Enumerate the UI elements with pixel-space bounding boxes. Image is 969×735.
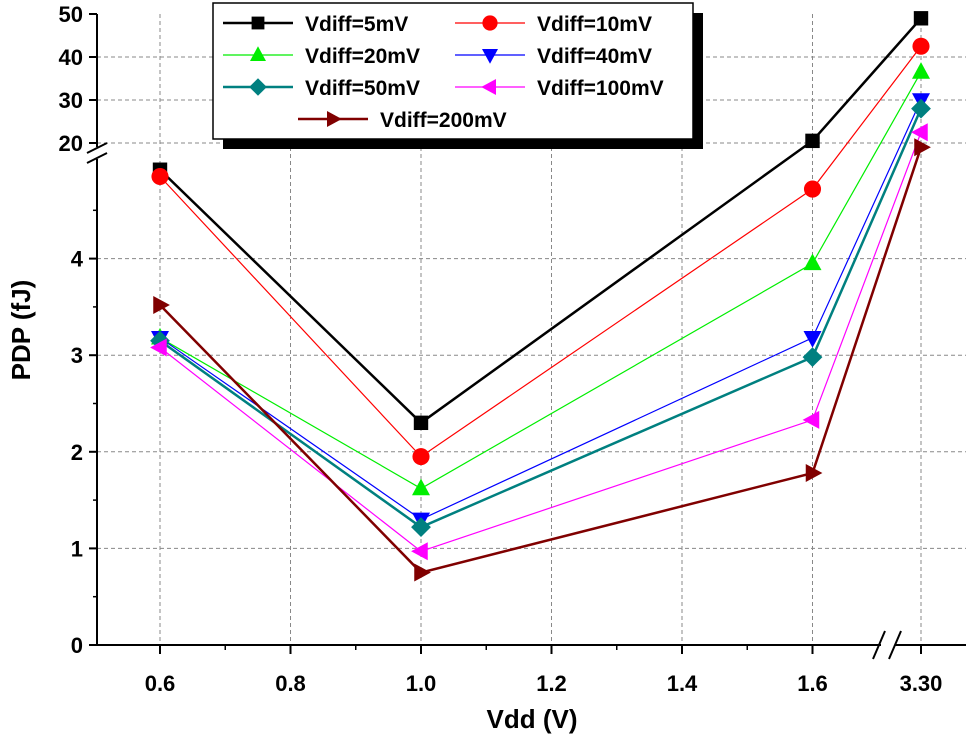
data-point (151, 167, 169, 186)
data-point (803, 331, 822, 348)
series-line (159, 99, 922, 521)
legend-entry: Vdiff=100mV (455, 77, 664, 100)
data-point (150, 338, 167, 357)
y-break-mark (86, 142, 108, 154)
legend: Vdiff=5mV Vdiff=10mV Vdiff=20mV Vdiff=40mV V… (212, 2, 703, 149)
x-tick-label: 1.0 (406, 671, 437, 696)
series-vdiff-100mv (150, 123, 928, 561)
x-tick-label: 0.8 (275, 671, 306, 696)
legend-label: Vdiff=200mV (380, 109, 507, 132)
data-point (802, 410, 820, 429)
series-vdiff-10mv (151, 37, 930, 466)
series-line (159, 108, 923, 529)
legend-marker (249, 78, 267, 96)
y-tick-label: 50 (59, 2, 83, 27)
legend-marker (482, 49, 498, 64)
series-layer (150, 11, 931, 582)
legend-label: Vdiff=40mV (537, 45, 652, 68)
y-tick-label: 20 (59, 131, 83, 156)
legend-marker (481, 79, 496, 95)
data-point (412, 478, 430, 496)
x-tick-label: 3.30 (900, 671, 943, 696)
data-point (803, 180, 822, 198)
data-point (802, 347, 823, 368)
data-point (912, 37, 930, 55)
legend-entry: Vdiff=200mV (298, 109, 507, 132)
legend-marker (250, 46, 266, 61)
data-point (911, 123, 928, 142)
legend-box (212, 2, 694, 140)
x-tick-label: 0.6 (145, 671, 176, 696)
data-point (153, 295, 170, 314)
x-break-mark (888, 630, 902, 660)
legend-marker (251, 16, 265, 30)
data-point (412, 448, 430, 466)
x-tick-label: 1.4 (667, 671, 698, 696)
series-line (159, 146, 923, 574)
y-tick-label: 0 (71, 633, 83, 658)
series-vdiff-40mv (151, 93, 930, 530)
data-point (914, 138, 931, 157)
y-tick-label: 40 (59, 45, 83, 70)
y-tick-label: 2 (71, 440, 83, 465)
axes: 0 1 2 3 4 20 30 40 50 0.6 0.8 1.0 1.2 1.4 1.6 3.30 (59, 2, 966, 696)
y-tick-label: 3 (71, 343, 83, 368)
data-point (411, 517, 431, 538)
data-point (913, 11, 929, 26)
x-break-mark (872, 630, 886, 660)
y-tick-label: 30 (59, 88, 83, 113)
series-line (159, 71, 922, 490)
x-axis-title: Vdd (V) (487, 704, 578, 734)
x-tick-label: 1.2 (536, 671, 567, 696)
legend-entry: Vdiff=10mV (455, 13, 652, 36)
data-point (411, 542, 428, 561)
data-point (912, 62, 930, 79)
data-point (911, 98, 931, 119)
y-break-mark (86, 152, 108, 164)
series-line (159, 45, 922, 458)
legend-entry: Vdiff=5mV (223, 13, 408, 36)
legend-entry: Vdiff=20mV (223, 45, 420, 68)
series-vdiff-200mv (153, 138, 931, 582)
legend-marker (327, 111, 342, 127)
series-line (159, 132, 922, 552)
y-tick-label: 1 (71, 536, 83, 561)
data-point (803, 253, 822, 271)
legend-marker (482, 15, 498, 31)
y-tick-label: 4 (71, 247, 84, 272)
series-line (159, 17, 922, 425)
legend-label: Vdiff=100mV (537, 77, 664, 100)
legend-label: Vdiff=10mV (537, 13, 652, 36)
data-point (413, 415, 429, 431)
y-axis-title: PDP (fJ) (6, 280, 36, 381)
legend-label: Vdiff=20mV (305, 45, 420, 68)
data-point (805, 464, 823, 483)
legend-label: Vdiff=5mV (305, 13, 408, 36)
legend-entry: Vdiff=40mV (455, 45, 652, 68)
legend-entry: Vdiff=50mV (223, 77, 420, 100)
data-point (805, 133, 820, 149)
legend-label: Vdiff=50mV (305, 77, 420, 100)
data-point (414, 563, 431, 582)
x-tick-label: 1.6 (797, 671, 828, 696)
